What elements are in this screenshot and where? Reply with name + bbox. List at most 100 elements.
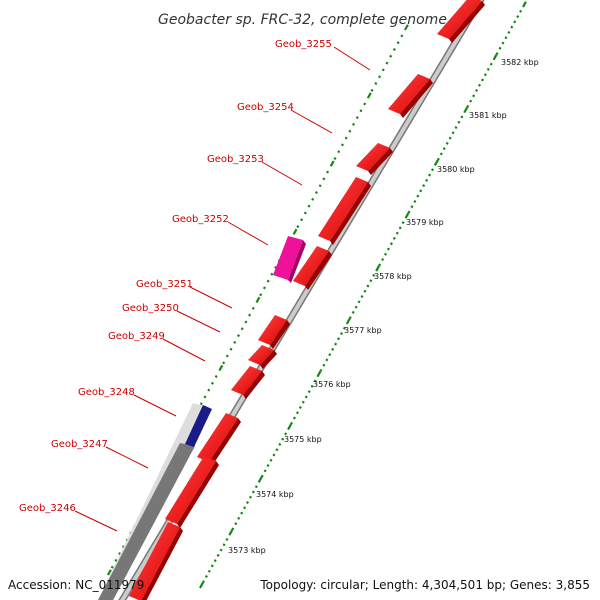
scale-labels: 3582 kbp 3581 kbp 3580 kbp 3579 kbp 3578 kbp…	[228, 58, 539, 555]
ruler-tick	[301, 400, 305, 404]
ruler-tick	[222, 543, 226, 547]
cds-block-shade	[209, 418, 241, 466]
locus-label[interactable]: Geob_3251	[136, 279, 193, 290]
ruler-tick	[325, 358, 329, 362]
locus-label[interactable]: Geob_3248	[78, 387, 135, 398]
ruler-tick	[207, 569, 211, 573]
ruler-tick	[422, 184, 426, 188]
ruler-tick	[257, 476, 263, 483]
ruler-tick	[333, 156, 337, 160]
ruler-tick	[457, 120, 461, 124]
ruler-tick	[316, 370, 322, 378]
ruler-tick	[355, 116, 359, 120]
ruler-tick	[439, 152, 443, 156]
cds-block	[129, 522, 180, 600]
ruler-tick	[407, 210, 411, 214]
ruler-tick	[237, 516, 241, 520]
locus-label[interactable]: Geob_3249	[108, 331, 165, 342]
locus-label[interactable]: Geob_3250	[122, 303, 179, 314]
locus-label[interactable]: Geob_3247	[51, 439, 108, 450]
scale-label: 3579 kbp	[406, 218, 444, 227]
ruler-tick	[310, 384, 314, 388]
ruler-tick	[360, 295, 364, 299]
ruler-tick	[395, 231, 399, 235]
ruler-tick	[298, 405, 302, 409]
locus-label[interactable]: Geob_3253	[207, 154, 264, 165]
ruler-tick	[216, 553, 220, 557]
cds-block-shade	[270, 320, 290, 349]
ruler-tick	[210, 381, 214, 385]
ruler-tick	[233, 340, 237, 344]
ruler-tick	[260, 474, 264, 478]
ruler-tick	[442, 147, 446, 151]
ruler-tick	[374, 82, 378, 86]
ruler-tick	[351, 310, 355, 314]
ruler-tick	[392, 47, 396, 51]
locus-leader-line	[74, 510, 118, 532]
ruler-tick	[225, 354, 229, 358]
ruler-tick	[248, 313, 252, 317]
ruler-tick	[331, 347, 335, 351]
ruler-tick	[199, 402, 203, 406]
gc-track	[97, 403, 208, 600]
ruler-tick	[262, 286, 266, 290]
locus-label[interactable]: Geob_3254	[237, 102, 294, 113]
ruler-tick	[304, 395, 308, 399]
ruler-tick	[296, 225, 300, 229]
scale-label: 3581 kbp	[469, 111, 507, 120]
scale-label: 3576 kbp	[313, 380, 351, 389]
ruler-tick	[218, 364, 224, 372]
ruler-tick	[314, 191, 318, 195]
ruler-tick	[495, 52, 499, 56]
ruler-tick	[357, 300, 361, 304]
ruler-tick	[344, 136, 348, 140]
locus-label[interactable]: Geob_3255	[275, 39, 332, 50]
ruler-tick	[251, 490, 255, 494]
cds-block	[231, 366, 262, 395]
ruler-tick	[254, 485, 258, 489]
scale-label: 3575 kbp	[284, 435, 322, 444]
ruler-tick	[381, 258, 385, 262]
ruler-tick	[334, 342, 338, 346]
ruler-tick	[284, 432, 288, 436]
locus-leader-line	[162, 338, 206, 362]
locus-label[interactable]: Geob_3252	[172, 214, 229, 225]
cds-block-shade	[400, 79, 433, 118]
ruler-tick	[366, 92, 372, 99]
ruler-tick	[319, 368, 323, 372]
ruler-tick	[229, 347, 233, 351]
genome-stats: Topology: circular; Length: 4,304,501 bp…	[260, 578, 590, 592]
ruler-tick	[433, 159, 439, 166]
ruler-tick	[498, 46, 502, 50]
scale-label: 3582 kbp	[501, 58, 539, 67]
ruler-tick	[311, 197, 315, 201]
cds-block	[197, 413, 238, 462]
ruler-tick	[359, 109, 363, 113]
ruler-tick	[236, 334, 240, 338]
ruler-tick	[207, 388, 211, 392]
ruler-tick	[398, 226, 402, 230]
ruler-tick	[266, 279, 270, 283]
cds-block	[248, 345, 274, 365]
ruler-tick	[385, 61, 389, 65]
feature-geob-3248-dark	[185, 405, 212, 447]
ruler-tick	[404, 24, 409, 31]
ruler-tick	[246, 501, 250, 505]
cds-block-shade	[368, 148, 393, 175]
ruler-tick	[243, 506, 247, 510]
locus-leader-line	[261, 161, 303, 186]
ruler-tick	[419, 189, 423, 193]
ruler-tick	[345, 318, 351, 325]
inner-ruler-ring	[199, 1, 527, 589]
ruler-tick	[107, 569, 112, 576]
ruler-tick	[392, 236, 396, 240]
cds-block	[258, 315, 287, 345]
ruler-tick	[466, 104, 470, 108]
ruler-tick	[516, 15, 520, 19]
cds-block	[293, 246, 329, 286]
ruler-tick	[204, 574, 208, 578]
cds-block-shade	[449, 1, 485, 43]
ruler-tick	[492, 54, 498, 61]
locus-label[interactable]: Geob_3246	[19, 503, 76, 514]
